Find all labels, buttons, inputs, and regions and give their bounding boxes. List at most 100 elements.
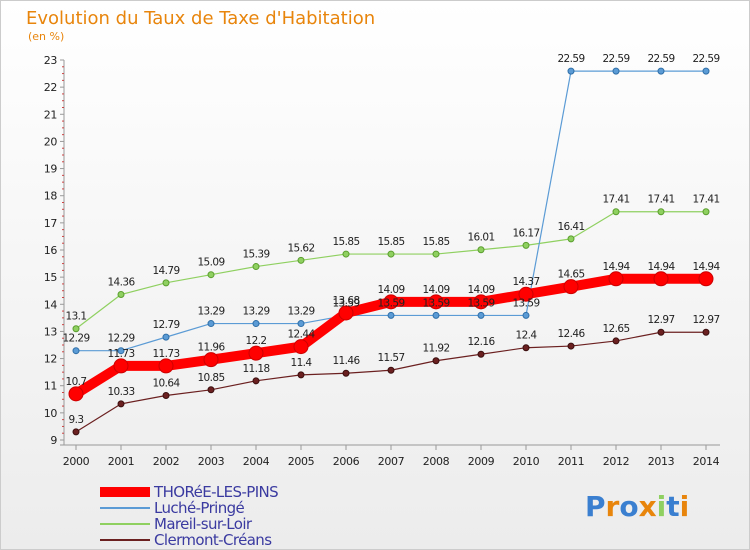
- data-point: [477, 311, 485, 319]
- data-point: [252, 377, 260, 385]
- data-point: [162, 333, 170, 341]
- data-point: [702, 328, 710, 336]
- data-point: [158, 358, 174, 374]
- legend-label: Luché-Pringé: [154, 499, 245, 517]
- data-point: [342, 369, 350, 377]
- x-tick-label: 2003: [198, 455, 225, 468]
- x-tick-label: 2002: [153, 455, 179, 468]
- data-label: 14.09: [467, 284, 494, 296]
- data-point: [612, 208, 620, 216]
- x-tick-label: 2009: [468, 455, 495, 468]
- data-label: 15.85: [332, 236, 359, 248]
- data-label: 13.68: [332, 295, 359, 307]
- x-tick-label: 2007: [378, 455, 405, 468]
- data-label: 22.59: [557, 53, 584, 65]
- legend-label: THORéE-LES-PINS: [153, 483, 278, 501]
- data-label: 17.41: [647, 194, 674, 206]
- x-tick-label: 2004: [243, 455, 270, 468]
- data-point: [522, 344, 530, 352]
- data-label: 11.96: [197, 342, 225, 354]
- data-point: [702, 67, 710, 75]
- x-tick-label: 2010: [513, 455, 540, 468]
- data-label: 14.79: [152, 265, 179, 277]
- data-label: 13.29: [242, 306, 269, 318]
- data-label: 10.64: [152, 377, 180, 389]
- data-label: 13.59: [377, 297, 404, 309]
- legend-label: Clermont-Créans: [154, 531, 272, 549]
- chart-subtitle: (en %): [28, 30, 64, 43]
- x-tick-label: 2012: [603, 455, 629, 468]
- y-tick-label: 13: [44, 325, 58, 338]
- data-point: [248, 345, 264, 361]
- x-tick-label: 2008: [423, 455, 450, 468]
- proxiti-logo: Proxiti: [585, 490, 689, 523]
- y-tick-label: 18: [44, 190, 58, 203]
- y-tick-label: 10: [44, 407, 58, 420]
- data-point: [612, 67, 620, 75]
- data-point: [432, 357, 440, 365]
- data-label: 12.44: [287, 329, 315, 341]
- data-point: [432, 250, 440, 258]
- data-point: [293, 339, 309, 355]
- data-label: 14.65: [557, 269, 584, 281]
- data-label: 12.4: [516, 330, 538, 342]
- data-label: 10.33: [107, 386, 134, 398]
- data-label: 14.09: [422, 284, 449, 296]
- data-label: 13.59: [422, 297, 449, 309]
- data-label: 11.92: [422, 343, 449, 355]
- data-label: 14.36: [107, 277, 135, 289]
- data-label: 16.41: [557, 221, 584, 233]
- data-point: [522, 311, 530, 319]
- data-label: 11.73: [152, 348, 179, 360]
- chart-title: Evolution du Taux de Taxe d'Habitation: [26, 8, 375, 29]
- data-point: [203, 352, 219, 368]
- data-label: 13.29: [197, 306, 224, 318]
- data-label: 11.4: [291, 357, 313, 369]
- data-label: 17.41: [602, 194, 629, 206]
- data-label: 14.94: [647, 261, 675, 273]
- data-label: 14.09: [377, 284, 404, 296]
- data-point: [567, 342, 575, 350]
- x-tick-label: 2006: [333, 455, 360, 468]
- data-point: [473, 294, 489, 310]
- y-tick-label: 23: [44, 54, 58, 67]
- y-tick-label: 19: [44, 163, 58, 176]
- y-tick-label: 15: [44, 271, 58, 284]
- data-point: [518, 286, 534, 302]
- data-label: 16.01: [467, 232, 494, 244]
- data-label: 11.57: [377, 352, 404, 364]
- data-label: 14.94: [692, 261, 720, 273]
- y-tick-label: 21: [44, 108, 57, 121]
- data-point: [113, 358, 129, 374]
- data-label: 12.29: [107, 333, 134, 345]
- legend-label: Mareil-sur-Loir: [154, 515, 253, 533]
- data-point: [702, 208, 710, 216]
- data-point: [608, 271, 624, 287]
- data-label: 12.16: [467, 336, 495, 348]
- data-point: [387, 311, 395, 319]
- data-point: [117, 347, 125, 355]
- data-label: 22.59: [692, 53, 719, 65]
- data-label: 9.3: [69, 414, 84, 426]
- y-tick-label: 12: [44, 353, 57, 366]
- data-label: 14.37: [512, 276, 539, 288]
- data-point: [522, 241, 530, 249]
- data-point: [72, 347, 80, 355]
- data-labels: 10.7 11.73 11.73 11.96 12.2 12.44 13.68 14.09 14…: [62, 53, 721, 426]
- data-point: [563, 279, 579, 295]
- data-label: 13.29: [287, 306, 314, 318]
- data-label: 13.59: [332, 297, 359, 309]
- x-axis-ticks: 2000 2001 2002 2003 2004 2005 2006 2007 2008 2009…: [63, 445, 720, 468]
- data-label: 22.59: [602, 53, 629, 65]
- data-label: 12.2: [246, 335, 267, 347]
- x-tick-label: 2013: [648, 455, 675, 468]
- data-point: [207, 271, 215, 279]
- data-point: [653, 271, 669, 287]
- data-point: [612, 337, 620, 345]
- data-label: 16.17: [512, 227, 539, 239]
- data-point: [207, 320, 215, 328]
- data-point: [567, 67, 575, 75]
- y-axis-ticks: 9 10 11 12 13 14 15 16 17 18 19 20 21 22 23: [44, 54, 64, 447]
